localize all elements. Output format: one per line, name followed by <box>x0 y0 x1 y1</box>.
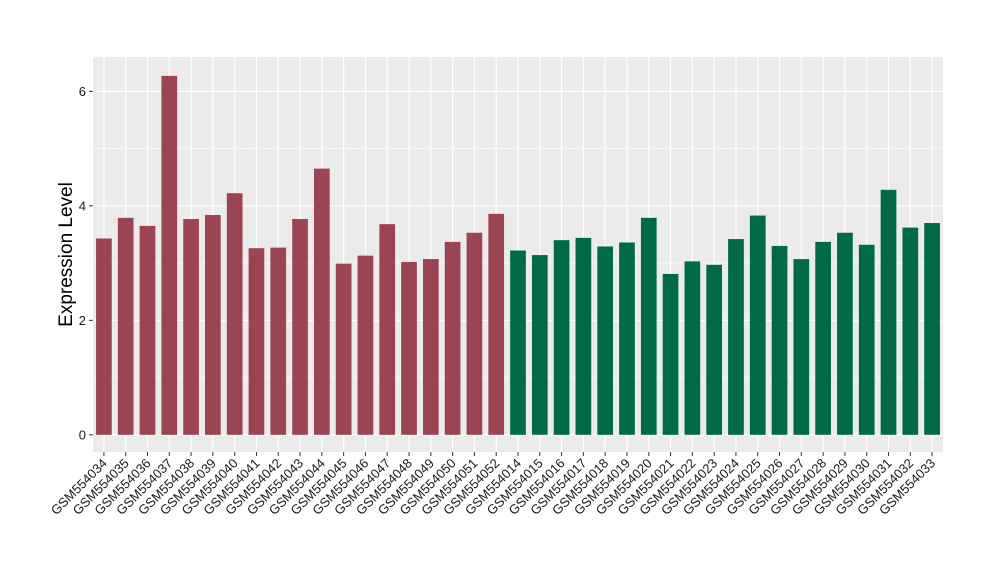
bar-GSM554033 <box>924 223 940 435</box>
bar-GSM554041 <box>248 248 265 435</box>
bar-GSM554024 <box>728 239 744 435</box>
bar-GSM554030 <box>858 244 875 435</box>
bar-GSM554040 <box>226 193 243 435</box>
bar-GSM554032 <box>902 227 919 435</box>
bar-GSM554052 <box>488 213 505 435</box>
bar-GSM554015 <box>531 255 548 435</box>
bar-GSM554025 <box>749 215 766 435</box>
y-tick-label: 6 <box>79 84 86 99</box>
y-tick-label: 2 <box>79 313 86 328</box>
bar-GSM554049 <box>422 259 439 435</box>
bar-GSM554050 <box>444 241 461 435</box>
bar-GSM554037 <box>161 75 178 435</box>
bar-GSM554022 <box>684 261 701 435</box>
bar-GSM554029 <box>837 232 853 435</box>
bar-GSM554043 <box>292 219 308 435</box>
bar-GSM554021 <box>662 273 679 435</box>
bar-GSM554020 <box>640 217 657 435</box>
bar-GSM554019 <box>619 242 635 435</box>
bar-GSM554038 <box>183 219 199 435</box>
bar-GSM554048 <box>401 261 417 435</box>
bar-GSM554039 <box>205 215 221 435</box>
bar-GSM554023 <box>706 264 722 435</box>
bar-GSM554031 <box>880 189 897 435</box>
bar-GSM554028 <box>815 241 831 435</box>
bar-GSM554034 <box>96 238 112 435</box>
x-axis: GSM554034GSM554035GSM554036GSM554037GSM5… <box>48 452 938 518</box>
y-axis-title: Expression Level <box>56 182 77 327</box>
bar-GSM554036 <box>139 225 156 435</box>
bar-GSM554046 <box>357 255 374 435</box>
bar-GSM554014 <box>510 250 526 435</box>
bars <box>96 75 940 435</box>
bar-GSM554045 <box>335 263 352 435</box>
bar-GSM554051 <box>466 232 483 435</box>
y-axis: 0 2 4 6 <box>79 84 93 442</box>
bar-GSM554018 <box>597 246 614 435</box>
y-tick-label: 4 <box>79 198 86 213</box>
y-tick-label: 0 <box>79 427 86 442</box>
bar-GSM554016 <box>553 240 570 435</box>
bar-GSM554047 <box>379 224 396 435</box>
bar-GSM554042 <box>270 247 287 435</box>
bar-GSM554017 <box>575 237 592 435</box>
bar-GSM554027 <box>793 259 810 435</box>
bar-GSM554044 <box>314 168 330 435</box>
bar-GSM554035 <box>117 217 134 435</box>
bar-GSM554026 <box>771 245 788 435</box>
